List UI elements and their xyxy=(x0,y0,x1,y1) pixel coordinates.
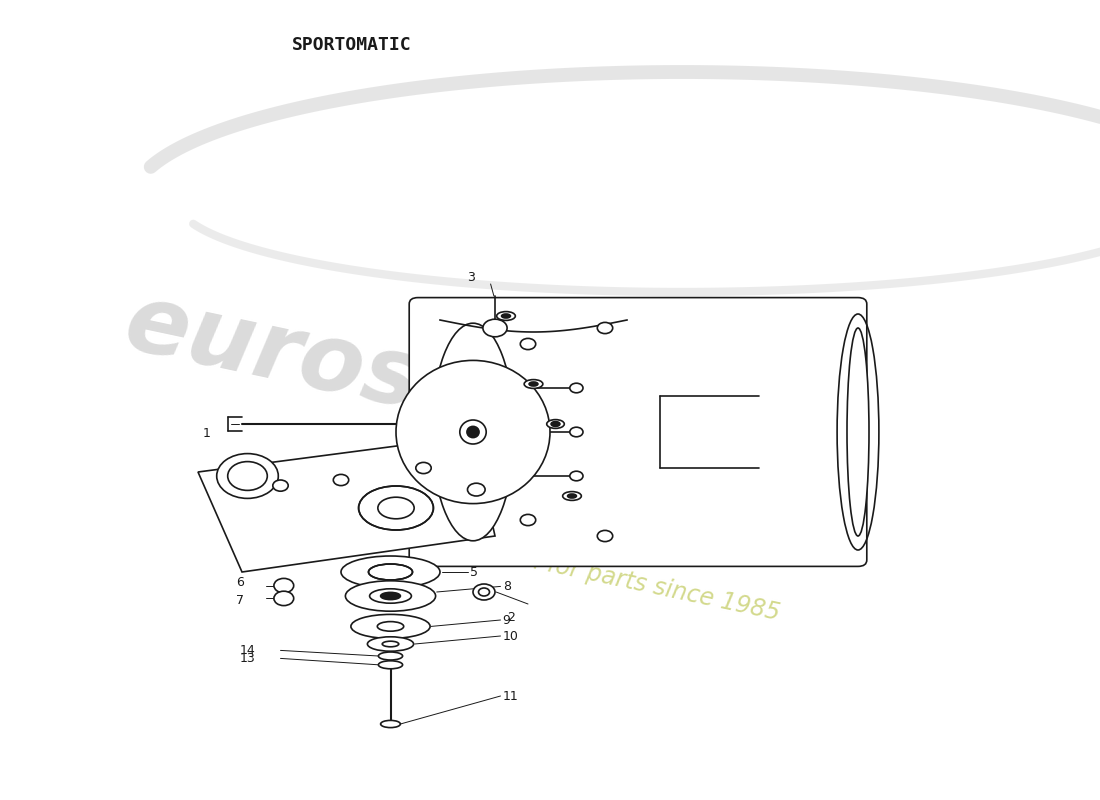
Ellipse shape xyxy=(502,314,510,318)
Ellipse shape xyxy=(351,614,430,638)
Circle shape xyxy=(416,462,431,474)
Text: 7: 7 xyxy=(235,594,244,606)
Circle shape xyxy=(217,454,278,498)
FancyBboxPatch shape xyxy=(409,298,867,566)
Ellipse shape xyxy=(367,637,414,651)
Ellipse shape xyxy=(383,642,398,646)
Ellipse shape xyxy=(378,661,403,669)
Ellipse shape xyxy=(381,592,400,600)
Circle shape xyxy=(570,427,583,437)
Circle shape xyxy=(597,530,613,542)
Ellipse shape xyxy=(460,420,486,444)
Text: 4: 4 xyxy=(578,478,585,490)
Text: 3: 3 xyxy=(468,271,475,284)
Ellipse shape xyxy=(547,419,564,429)
Text: 4: 4 xyxy=(512,302,519,314)
Ellipse shape xyxy=(359,486,433,530)
Ellipse shape xyxy=(396,360,550,504)
Ellipse shape xyxy=(551,422,560,426)
Ellipse shape xyxy=(377,622,404,631)
Ellipse shape xyxy=(345,581,436,611)
Circle shape xyxy=(570,383,583,393)
Circle shape xyxy=(473,584,495,600)
Text: 12: 12 xyxy=(500,475,516,488)
Ellipse shape xyxy=(378,497,415,519)
Ellipse shape xyxy=(368,564,412,580)
Ellipse shape xyxy=(524,379,543,388)
Ellipse shape xyxy=(466,426,480,438)
Text: 1: 1 xyxy=(202,427,211,440)
Ellipse shape xyxy=(378,652,403,660)
Circle shape xyxy=(273,480,288,491)
Polygon shape xyxy=(198,436,495,572)
Circle shape xyxy=(597,322,613,334)
Ellipse shape xyxy=(341,556,440,588)
Circle shape xyxy=(483,319,507,337)
Ellipse shape xyxy=(496,312,515,320)
Text: eurospares: eurospares xyxy=(117,277,719,491)
Text: a passion for parts since 1985: a passion for parts since 1985 xyxy=(428,527,782,625)
Text: 14: 14 xyxy=(240,644,255,657)
Ellipse shape xyxy=(847,328,869,536)
Circle shape xyxy=(478,588,490,596)
Ellipse shape xyxy=(529,382,538,386)
Text: 4: 4 xyxy=(539,367,547,380)
Ellipse shape xyxy=(568,494,576,498)
Text: 10: 10 xyxy=(503,630,518,642)
Text: 9: 9 xyxy=(503,614,510,626)
Circle shape xyxy=(468,483,485,496)
Text: 13: 13 xyxy=(240,652,255,665)
Circle shape xyxy=(333,474,349,486)
Ellipse shape xyxy=(370,589,411,603)
Text: 5: 5 xyxy=(470,566,477,578)
Circle shape xyxy=(570,471,583,481)
Circle shape xyxy=(274,591,294,606)
Text: 11: 11 xyxy=(503,690,518,702)
Ellipse shape xyxy=(431,323,515,541)
Text: SPORTOMATIC: SPORTOMATIC xyxy=(293,36,411,54)
Text: 8: 8 xyxy=(503,580,510,593)
Circle shape xyxy=(520,514,536,526)
Ellipse shape xyxy=(381,720,400,728)
Ellipse shape xyxy=(562,491,581,501)
Text: 2: 2 xyxy=(507,611,516,624)
Circle shape xyxy=(228,462,267,490)
Text: 6: 6 xyxy=(235,576,244,589)
Circle shape xyxy=(274,578,294,593)
Circle shape xyxy=(520,338,536,350)
